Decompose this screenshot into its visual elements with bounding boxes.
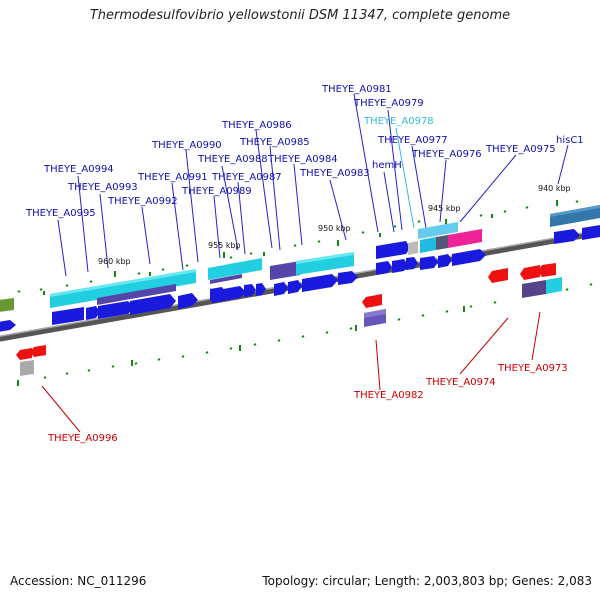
gene-arrow bbox=[0, 320, 16, 332]
gene-label: THEYE_A0990 bbox=[151, 140, 222, 151]
gene-block bbox=[208, 258, 262, 280]
gene-arrow bbox=[376, 261, 392, 275]
gene-label: THEYE_A0982 bbox=[353, 390, 424, 401]
gene-arrow bbox=[178, 293, 198, 309]
reverse-gene-labels[interactable]: THEYE_A0996 THEYE_A0982 THEYE_A0974 THEY… bbox=[47, 363, 568, 444]
gene-block bbox=[0, 298, 14, 312]
gene-arrow bbox=[52, 307, 84, 325]
scale-tick-label: 960 kbp bbox=[98, 257, 131, 266]
gene-label: THEYE_A0991 bbox=[137, 172, 208, 183]
gene-label: THEYE_A0993 bbox=[67, 182, 138, 193]
gene-arrow bbox=[274, 282, 288, 296]
outer-dotted-track bbox=[17, 200, 579, 295]
gene-label: THEYE_A0986 bbox=[221, 120, 292, 131]
gene-block bbox=[420, 237, 436, 253]
reverse-connectors bbox=[41, 311, 541, 433]
inner-dotted-track bbox=[17, 283, 593, 386]
gene-label: THEYE_A0974 bbox=[425, 377, 496, 388]
gene-label: THEYE_A0985 bbox=[239, 137, 310, 148]
gene-label: THEYE_A0987 bbox=[211, 172, 282, 183]
gene-label: THEYE_A0988 bbox=[197, 154, 268, 165]
gene-block bbox=[97, 284, 176, 305]
reverse-gene-track[interactable] bbox=[16, 263, 562, 376]
scale-tick-label: 950 kbp bbox=[318, 224, 351, 233]
scale-tick-label: 945 kbp bbox=[428, 204, 461, 213]
accession-text: Accession: NC_011296 bbox=[10, 574, 147, 588]
scale-ticks: 960 kbp 955 kbp 950 kbp 945 kbp 940 kbp bbox=[98, 184, 571, 266]
gene-arrow bbox=[554, 229, 580, 244]
gene-arrow bbox=[244, 284, 256, 297]
gene-label: THEYE_A0984 bbox=[267, 154, 338, 165]
forward-gene-track[interactable] bbox=[0, 205, 600, 332]
gene-label: THEYE_A0975 bbox=[485, 144, 556, 155]
gene-arrow bbox=[86, 306, 100, 320]
gene-label: THEYE_A0995 bbox=[25, 208, 96, 219]
gene-block bbox=[550, 205, 600, 227]
gene-arrow bbox=[362, 294, 382, 308]
gene-arrow bbox=[30, 345, 46, 357]
gene-arrow bbox=[520, 265, 540, 280]
gene-arrow bbox=[488, 268, 508, 283]
gene-label: THEYE_A0981 bbox=[321, 84, 392, 95]
gene-arrow bbox=[338, 271, 358, 285]
gene-arrow bbox=[288, 280, 302, 294]
gene-block bbox=[546, 277, 562, 294]
genome-title: Thermodesulfovibrio yellowstonii DSM 113… bbox=[89, 8, 511, 23]
gene-arrow bbox=[302, 274, 338, 292]
gene-arrow bbox=[582, 225, 600, 240]
gene-label: THEYE_A0994 bbox=[43, 164, 114, 175]
gene-arrow bbox=[212, 286, 246, 303]
gene-arrow bbox=[420, 256, 438, 270]
gene-block bbox=[270, 261, 300, 280]
gene-block bbox=[50, 269, 196, 308]
gene-block bbox=[436, 235, 448, 250]
topology-text: Topology: circular; Length: 2,003,803 bp… bbox=[262, 574, 592, 588]
gene-arrow bbox=[130, 294, 176, 315]
gene-label: THEYE_A0989 bbox=[181, 186, 252, 197]
gene-label: THEYE_A0983 bbox=[299, 168, 370, 179]
gene-arrow bbox=[538, 263, 556, 277]
forward-connectors bbox=[57, 93, 569, 277]
gene-label: THEYE_A0992 bbox=[107, 196, 178, 207]
forward-gene-labels[interactable]: THEYE_A0995 THEYE_A0994 THEYE_A0993 THEY… bbox=[25, 84, 584, 219]
gene-arrow bbox=[16, 348, 32, 360]
gene-arrow bbox=[452, 249, 486, 266]
scale-tick-label: 955 kbp bbox=[208, 241, 241, 250]
gene-block bbox=[20, 360, 34, 376]
gene-label: hisC1 bbox=[556, 135, 584, 146]
gene-label: THEYE_A0976 bbox=[411, 149, 482, 160]
gene-block bbox=[522, 280, 546, 298]
gene-arrow bbox=[98, 301, 134, 319]
gene-label: THEYE_A0996 bbox=[47, 433, 118, 444]
gene-block bbox=[296, 252, 354, 275]
gene-label: THEYE_A0977 bbox=[377, 135, 448, 146]
gene-arrow bbox=[256, 283, 266, 296]
gene-label: THEYE_A0973 bbox=[497, 363, 568, 374]
gene-arrow bbox=[438, 254, 452, 268]
gene-arrow bbox=[392, 259, 408, 273]
gene-label-highlighted: THEYE_A0978 bbox=[363, 116, 434, 127]
gene-label: hemH bbox=[372, 160, 402, 171]
gene-block bbox=[418, 222, 458, 239]
gene-arrow bbox=[406, 257, 418, 270]
gene-label: THEYE_A0979 bbox=[353, 98, 424, 109]
gene-block bbox=[408, 241, 418, 255]
scale-tick-label: 940 kbp bbox=[538, 184, 571, 193]
gene-block bbox=[448, 229, 482, 248]
gene-arrow bbox=[376, 241, 410, 259]
